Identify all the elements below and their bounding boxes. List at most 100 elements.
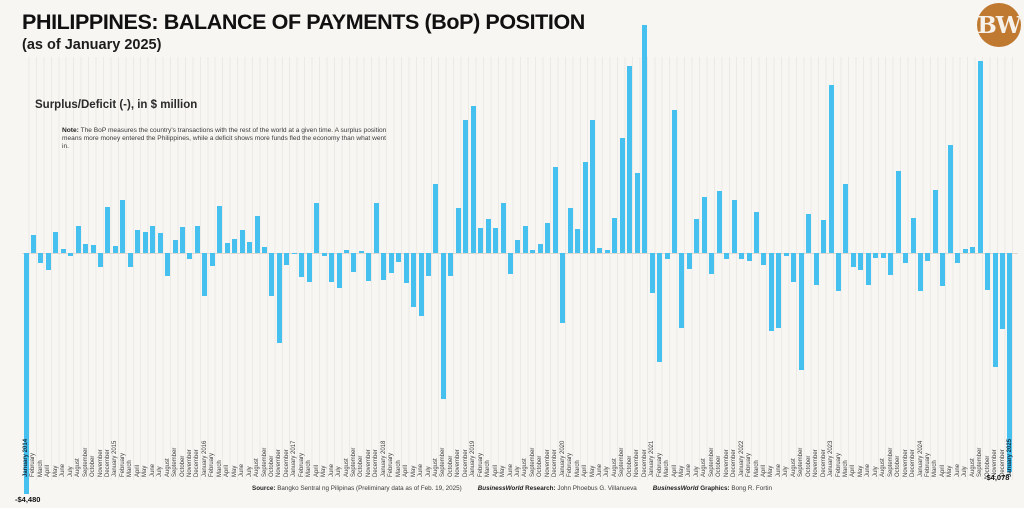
x-axis-label: February <box>656 452 663 477</box>
x-axis-label: December <box>731 449 738 477</box>
x-axis-label: July <box>693 466 700 477</box>
x-axis-label: February <box>924 452 931 477</box>
x-axis-label: April <box>224 464 231 477</box>
x-axis-label: January 2022 <box>738 440 745 477</box>
bar-february <box>120 200 126 253</box>
x-axis-label: December <box>910 449 917 477</box>
x-axis-label: June <box>239 463 246 477</box>
x-axis-label: November <box>455 449 462 477</box>
bar-january-2023 <box>828 84 834 253</box>
bar-december <box>731 199 737 253</box>
chart-note: Note: The BoP measures the country's tra… <box>62 127 392 151</box>
bar-november <box>366 253 372 281</box>
x-axis-label: December <box>104 449 111 477</box>
x-axis-label: March <box>753 460 760 477</box>
bar-may <box>768 253 774 331</box>
bar-july <box>604 250 610 253</box>
bar-january-2014 <box>23 253 29 494</box>
x-axis-label: April <box>582 464 589 477</box>
bar-june <box>239 229 245 253</box>
businessworld-logo: BW <box>977 3 1022 47</box>
bar-october <box>537 243 543 253</box>
x-axis-label: August <box>611 458 618 477</box>
bar-february <box>567 207 573 253</box>
x-axis-label: September <box>798 447 805 477</box>
x-axis-label: May <box>410 465 417 477</box>
note-label: Note: <box>62 127 79 134</box>
bar-march <box>754 211 760 253</box>
bar-june <box>418 253 424 317</box>
bar-june <box>955 253 961 263</box>
bar-june <box>686 253 692 269</box>
bar-march <box>127 253 133 267</box>
bar-may <box>321 253 327 257</box>
x-axis-label: April <box>134 464 141 477</box>
x-axis-label: November <box>813 449 820 477</box>
x-axis-label: October <box>716 455 723 477</box>
bar-april <box>582 162 588 253</box>
bar-october <box>716 191 722 253</box>
bar-march <box>932 189 938 253</box>
x-axis-label: October <box>447 455 454 477</box>
x-axis-label: January 2021 <box>649 440 656 477</box>
annotation-january-2025-value: -$4,078 <box>984 473 1010 482</box>
x-axis-label: February <box>30 452 37 477</box>
bar-february <box>657 253 663 362</box>
bar-december <box>642 25 648 253</box>
x-axis-label: September <box>172 447 179 477</box>
x-axis-label: September <box>529 447 536 477</box>
x-axis-label: December <box>641 449 648 477</box>
bar-december <box>194 226 200 253</box>
x-axis-label: March <box>664 460 671 477</box>
x-axis-label: November <box>276 449 283 477</box>
x-axis-label: June <box>60 463 67 477</box>
bar-june <box>865 253 871 286</box>
x-axis-label: January 2025 <box>1006 438 1013 477</box>
bar-may <box>232 239 238 253</box>
x-axis-label: October <box>358 455 365 477</box>
x-axis-label: December <box>373 449 380 477</box>
bar-august <box>791 253 797 282</box>
x-axis-label: May <box>857 465 864 477</box>
bar-march <box>217 206 223 253</box>
bar-october <box>448 253 454 277</box>
x-axis-label: January 2016 <box>201 440 208 477</box>
bar-august <box>165 253 171 277</box>
x-axis-label: February <box>119 452 126 477</box>
bar-november <box>187 253 193 260</box>
bar-august <box>344 250 350 253</box>
bar-april <box>403 253 409 284</box>
bar-february <box>209 253 215 266</box>
bar-february <box>478 228 484 253</box>
x-axis-label: March <box>485 460 492 477</box>
bar-march <box>664 253 670 259</box>
bar-november <box>903 253 909 264</box>
bar-july <box>157 232 163 253</box>
x-axis-label: March <box>842 460 849 477</box>
bar-april <box>850 253 856 267</box>
x-axis-label: October <box>805 455 812 477</box>
bar-march <box>306 253 312 282</box>
bar-december <box>373 202 379 253</box>
bar-november <box>992 253 998 368</box>
bar-january-2020 <box>560 253 566 323</box>
annotation-january-2014-value: -$4,480 <box>15 495 41 504</box>
x-axis-label: July <box>157 466 164 477</box>
bar-february <box>925 253 931 262</box>
x-axis-label: August <box>522 458 529 477</box>
bar-april <box>314 202 320 253</box>
bar-april <box>224 242 230 253</box>
x-axis-label: April <box>850 464 857 477</box>
bar-august <box>522 226 528 253</box>
x-axis-label: January 2018 <box>380 440 387 477</box>
x-axis-label: January 2015 <box>112 440 119 477</box>
bar-september <box>172 240 178 253</box>
bar-february <box>746 253 752 262</box>
bar-march <box>38 253 44 264</box>
bar-may <box>679 253 685 329</box>
bar-december <box>821 220 827 253</box>
x-axis-label: July <box>336 466 343 477</box>
x-axis-label: March <box>37 460 44 477</box>
x-axis-label: October <box>268 455 275 477</box>
x-axis-label: April <box>671 464 678 477</box>
